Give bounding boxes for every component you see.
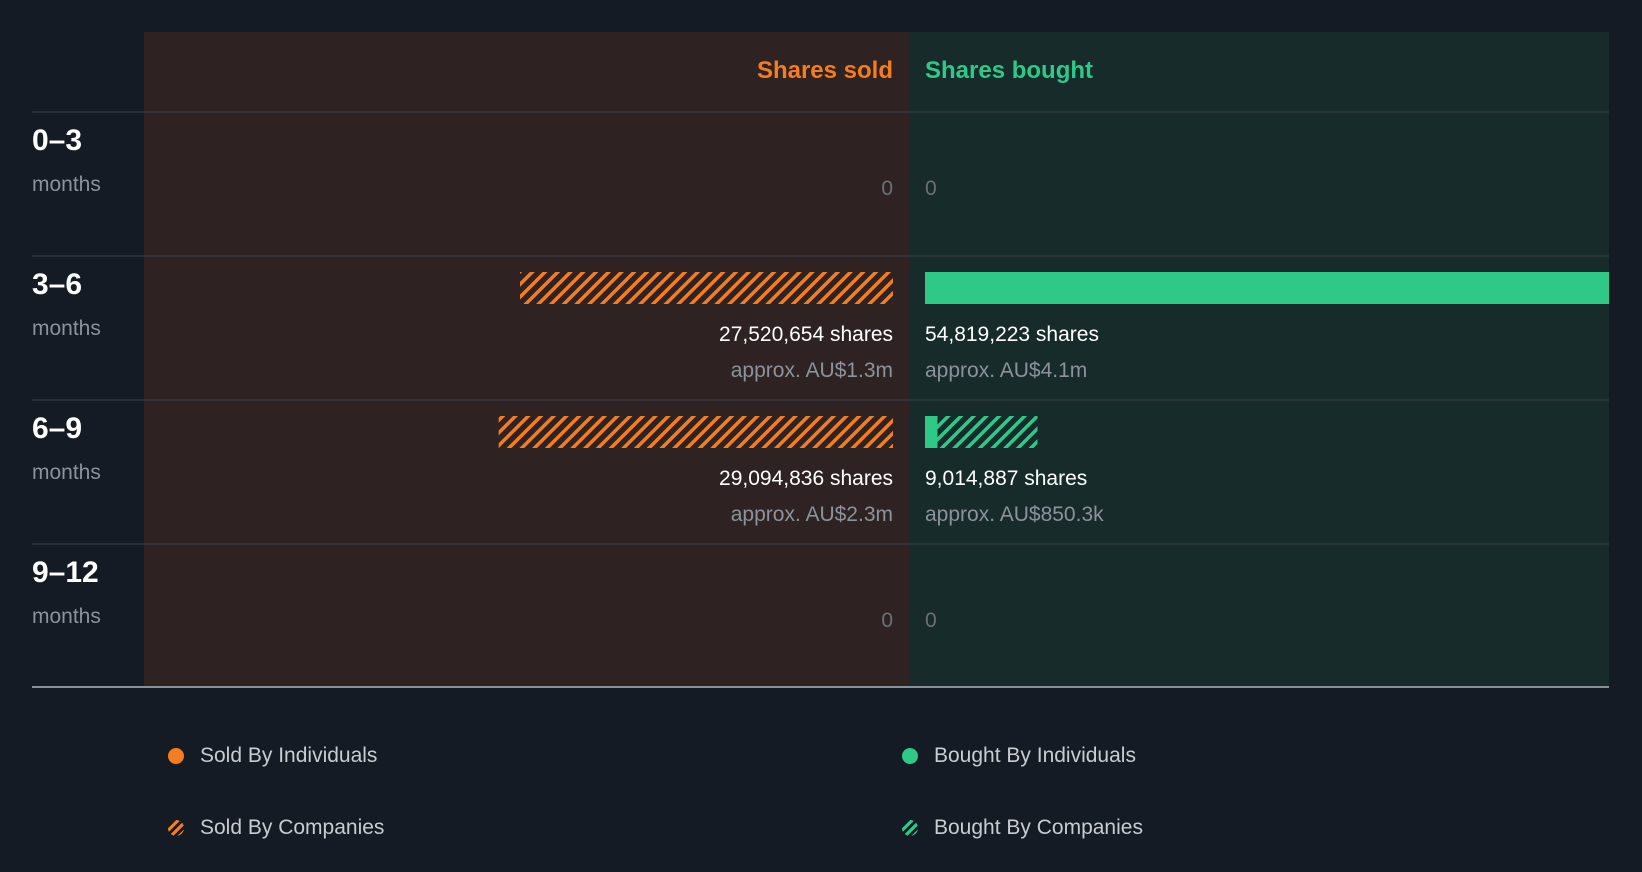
sold-companies-bar bbox=[498, 416, 893, 448]
sold-value-label: approx. AU$2.3m bbox=[731, 503, 893, 526]
period-unit: months bbox=[32, 317, 101, 340]
sold-column-header: Shares sold bbox=[757, 57, 893, 84]
bought-shares-label: 54,819,223 shares bbox=[925, 323, 1099, 346]
bought-companies-bar bbox=[937, 416, 1038, 448]
bought-shares-label: 9,014,887 shares bbox=[925, 467, 1087, 490]
bought-individuals-bar bbox=[925, 416, 938, 448]
period-label: 6–9 bbox=[32, 412, 82, 445]
period-label: 0–3 bbox=[32, 124, 82, 157]
bought-zero-label: 0 bbox=[925, 609, 937, 632]
period-label: 9–12 bbox=[32, 556, 99, 589]
legend-sold-companies: Sold By Companies bbox=[168, 816, 384, 840]
legend-label: Sold By Individuals bbox=[200, 744, 378, 767]
sold-value-label: approx. AU$1.3m bbox=[731, 359, 893, 382]
bought-value-label: approx. AU$850.3k bbox=[925, 503, 1104, 526]
sold-companies-bar bbox=[519, 272, 893, 304]
legend-sold-individuals: Sold By Individuals bbox=[168, 744, 377, 768]
sold-shares-label: 29,094,836 shares bbox=[719, 467, 893, 490]
period-unit: months bbox=[32, 461, 101, 484]
sold-panel bbox=[144, 32, 909, 687]
orange-hatched-dot-icon bbox=[168, 820, 184, 836]
green-dot-icon bbox=[902, 748, 918, 764]
bought-column-header: Shares bought bbox=[925, 57, 1093, 84]
legend-label: Bought By Individuals bbox=[934, 744, 1136, 767]
legend-label: Sold By Companies bbox=[200, 816, 385, 839]
insider-trading-chart: Shares sold Shares bought 0–3 months 0 0 3–6… bbox=[32, 32, 1609, 688]
orange-dot-icon bbox=[168, 748, 184, 764]
period-label: 3–6 bbox=[32, 268, 82, 301]
bought-panel bbox=[909, 32, 1609, 687]
sold-zero-label: 0 bbox=[881, 609, 893, 632]
chart-legend: Sold By Individuals Bought By Individual… bbox=[0, 700, 1642, 872]
legend-bought-companies: Bought By Companies bbox=[902, 816, 1143, 840]
period-unit: months bbox=[32, 605, 101, 628]
sold-shares-label: 27,520,654 shares bbox=[719, 323, 893, 346]
bought-individuals-bar bbox=[925, 272, 1609, 304]
bought-value-label: approx. AU$4.1m bbox=[925, 359, 1087, 382]
bought-zero-label: 0 bbox=[925, 177, 937, 200]
green-hatched-dot-icon bbox=[902, 820, 918, 836]
legend-bought-individuals: Bought By Individuals bbox=[902, 744, 1136, 768]
sold-zero-label: 0 bbox=[881, 177, 893, 200]
period-unit: months bbox=[32, 173, 101, 196]
legend-label: Bought By Companies bbox=[934, 816, 1143, 839]
